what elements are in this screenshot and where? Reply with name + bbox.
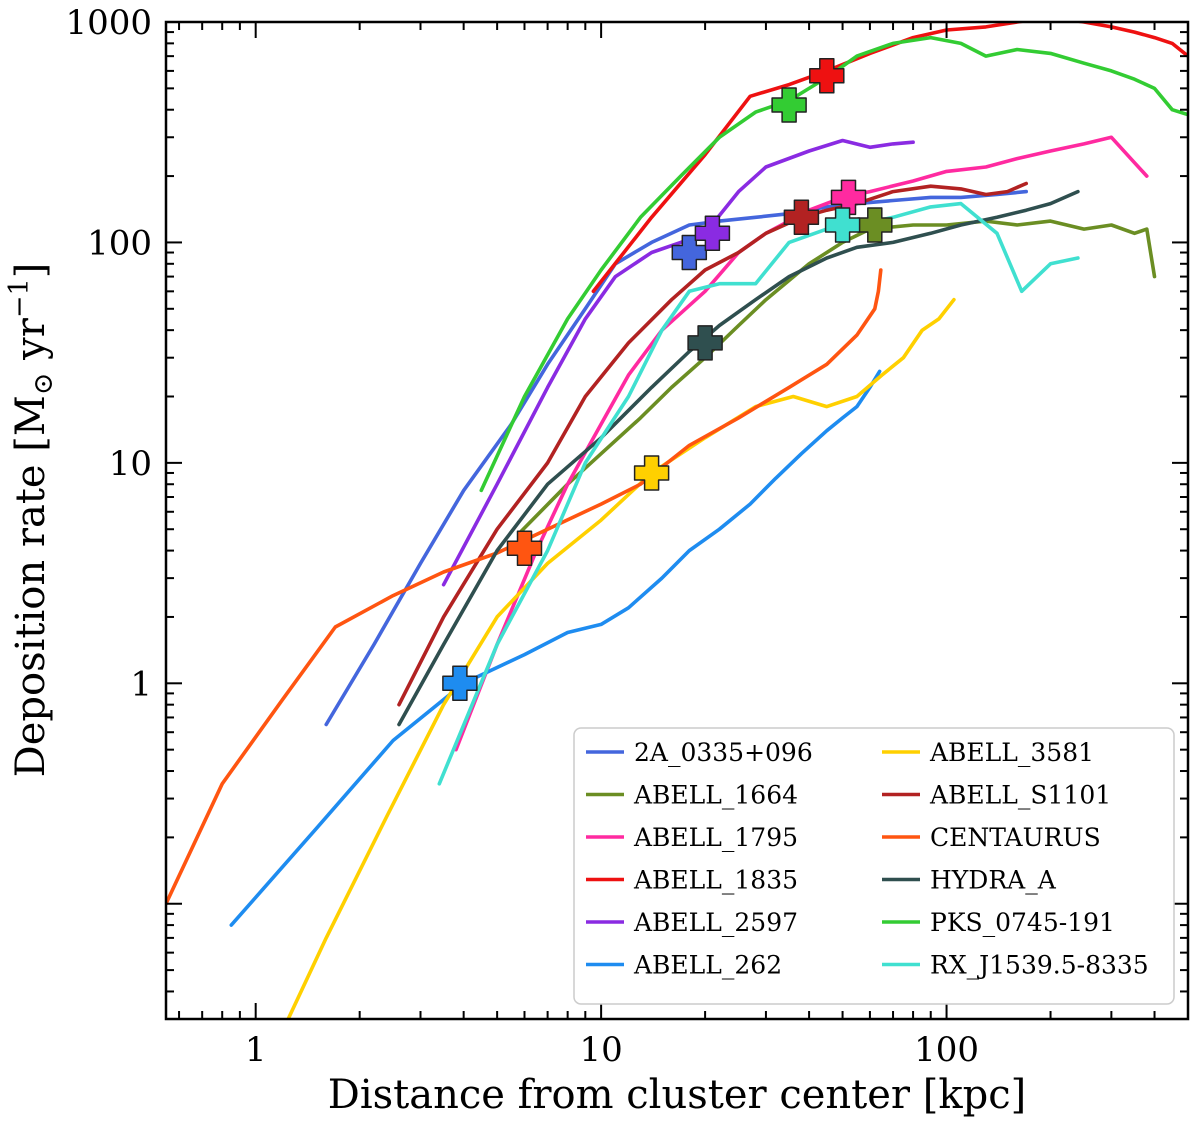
legend-item-rx-j1539-5-8335: RX_J1539.5-8335: [882, 951, 1149, 980]
y-tick-label: 10: [109, 444, 152, 484]
y-tick-label: 1: [130, 664, 152, 704]
legend-label: ABELL_S1101: [929, 781, 1111, 810]
marker-2a-0335-096: [671, 234, 708, 271]
legend-item-abell-1664: ABELL_1664: [586, 781, 798, 810]
series-line-centaurus: [166, 268, 883, 906]
legend-label: CENTAURUS: [930, 823, 1101, 852]
marker-centaurus: [506, 530, 543, 566]
marker-abell-3581: [633, 455, 670, 491]
y-axis-label-end: ]: [8, 263, 54, 279]
x-axis-label: Distance from cluster center [kpc]: [328, 1072, 1026, 1118]
legend-frame: [573, 727, 1175, 1005]
legend-item-abell-1835: ABELL_1835: [586, 866, 798, 895]
x-tick-label: 10: [579, 1030, 622, 1070]
legend-label: ABELL_1835: [633, 866, 798, 895]
series-line-hydra-a: [397, 189, 1080, 727]
tick-label-layer: 1 10 100 1 10 100 1000: [65, 3, 979, 1070]
legend-label: 2A_0335+096: [634, 738, 813, 767]
legend-item-pks-0745-191: PKS_0745-191: [882, 908, 1115, 937]
legend-label: ABELL_2597: [633, 908, 798, 937]
marker-pks-0745-191: [771, 87, 807, 123]
marker-abell-1835: [809, 58, 845, 94]
legend-item-hydra-a: HYDRA_A: [882, 866, 1057, 895]
x-tick-label: 1: [245, 1030, 267, 1070]
legend-label: ABELL_1664: [633, 781, 798, 810]
x-tick-label: 100: [914, 1030, 979, 1070]
y-axis-label-mid: yr: [8, 317, 54, 372]
legend-item-abell-2597: ABELL_2597: [586, 908, 798, 937]
series-line-pks-0745-191: [479, 35, 1188, 493]
marker-abell-1664: [857, 207, 893, 243]
tick-layer: [166, 21, 1189, 1020]
y-axis-label-sup: −1: [4, 278, 35, 318]
legend-item-centaurus: CENTAURUS: [882, 823, 1101, 852]
legend-item-abell-1795: ABELL_1795: [586, 823, 798, 852]
legend-item-abell-s1101: ABELL_S1101: [882, 781, 1111, 810]
series-line-2a-0335-096: [324, 189, 1028, 727]
y-axis-label-sub: ⊙: [28, 373, 59, 396]
series-line-abell-1835: [591, 22, 1188, 294]
legend-item-2a-0335-096: 2A_0335+096: [586, 738, 813, 767]
y-axis-label-main: Deposition rate [M: [8, 395, 54, 777]
series-line-abell-s1101: [397, 181, 1028, 707]
legend-label: ABELL_1795: [633, 823, 798, 852]
y-axis-label: Deposition rate [M⊙ yr−1]: [4, 263, 59, 778]
marker-abell-s1101: [783, 199, 820, 236]
legend-items: 2A_0335+096 ABELL_1664 ABELL_1795 ABELL_183…: [586, 738, 1149, 980]
legend-item-abell-3581: ABELL_3581: [882, 738, 1094, 767]
marker-hydra-a: [687, 325, 723, 361]
series-line-rx-j1539-5-8335: [437, 201, 1080, 786]
legend-label: HYDRA_A: [930, 866, 1057, 895]
legend-label: RX_J1539.5-8335: [930, 951, 1149, 980]
legend: 2A_0335+096 ABELL_1664 ABELL_1795 ABELL_183…: [573, 727, 1175, 1005]
legend-item-abell-262: ABELL_262: [586, 951, 782, 980]
marker-layer: [442, 58, 893, 702]
y-tick-label: 1000: [65, 3, 152, 43]
plot-frame: [164, 20, 1190, 1021]
marker-abell-1795: [830, 179, 867, 216]
legend-label: PKS_0745-191: [930, 908, 1115, 937]
y-tick-label: 100: [87, 223, 152, 263]
marker-abell-2597: [694, 215, 731, 252]
marker-rx-j1539-5-8335: [824, 207, 861, 243]
marker-abell-262: [442, 665, 478, 702]
legend-label: ABELL_3581: [929, 738, 1094, 767]
legend-label: ABELL_262: [633, 951, 782, 980]
